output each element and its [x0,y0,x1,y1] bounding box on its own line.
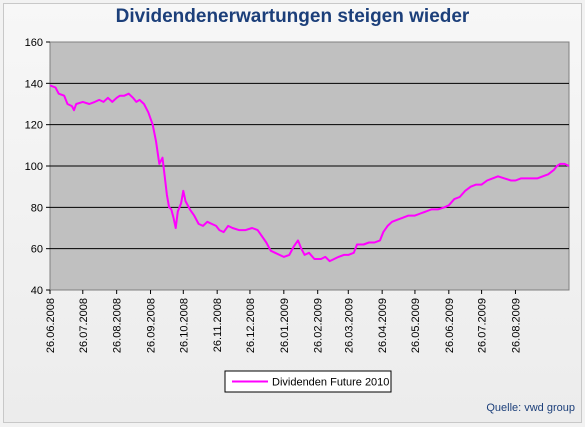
x-tick-label: 26.10.2008 [178,298,190,353]
y-tick-label: 140 [25,78,43,90]
y-tick-label: 80 [31,202,43,214]
series-line [49,84,570,263]
x-tick-label: 26.07.2008 [78,298,90,353]
x-tick-label: 26.04.2009 [377,298,389,353]
legend-box [224,370,392,393]
y-tick-label: 40 [31,285,43,297]
x-tick-label: 26.07.2009 [477,298,489,353]
y-tick-label: 120 [25,120,43,132]
series-group [49,84,570,263]
x-tick-label: 26.08.2009 [510,298,522,353]
x-tick-label: 26.11.2008 [212,298,224,352]
x-tick-label: 26.08.2008 [112,298,124,353]
x-tick-label: 26.06.2008 [45,298,57,353]
x-tick-label: 26.09.2008 [146,298,158,353]
chart-title: Dividendenerwartungen steigen wieder [115,6,470,27]
y-tick-label: 160 [25,37,43,49]
y-tick-label: 100 [25,161,43,173]
x-tick-label: 26.06.2009 [444,298,456,353]
x-axis: 26.06.2008 26.07.2008 26.08.2008 26.09.2008… [45,290,522,353]
source-note: Quelle: vwd group [486,402,575,414]
x-tick-label: 26.05.2009 [410,298,422,353]
x-tick-label: 26.02.2009 [313,298,325,353]
x-tick-label: 26.12.2008 [245,298,257,353]
y-tick-label: 60 [31,244,43,256]
legend-label: Dividenden Future 2010 [272,377,389,389]
x-tick-label: 26.01.2009 [279,298,291,353]
y-axis: 40 60 80 100 120 140 160 [25,37,50,297]
x-tick-label: 26.03.2009 [343,298,355,353]
legend: Dividenden Future 2010 [224,370,392,393]
grid-lines [50,82,569,250]
